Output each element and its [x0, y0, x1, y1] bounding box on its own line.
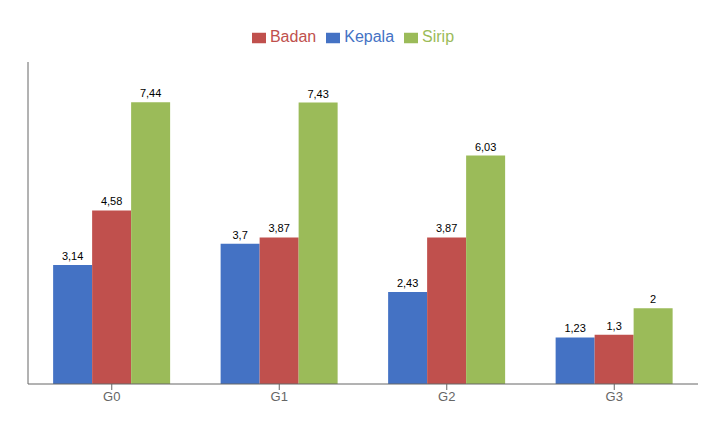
svg-text:1,23: 1,23 — [564, 322, 585, 334]
svg-text:3,87: 3,87 — [268, 222, 289, 234]
svg-text:7,44: 7,44 — [140, 87, 161, 99]
svg-text:2,43: 2,43 — [397, 277, 418, 289]
svg-text:3,7: 3,7 — [232, 229, 247, 241]
svg-text:G2: G2 — [438, 389, 455, 404]
svg-text:G1: G1 — [271, 389, 288, 404]
html-text:Kepala: Kepala — [344, 28, 394, 45]
svg-text:4,58: 4,58 — [101, 195, 122, 207]
svg-text:6,03: 6,03 — [475, 141, 496, 153]
svg-text:7,43: 7,43 — [307, 88, 328, 100]
svg-text:1,3: 1,3 — [606, 320, 621, 332]
svg-text:3,87: 3,87 — [436, 222, 457, 234]
svg-text:3,14: 3,14 — [62, 250, 83, 262]
html-text:Sirip: Sirip — [422, 28, 454, 45]
html-text:Badan: Badan — [269, 28, 317, 45]
svg-text:2: 2 — [650, 293, 656, 305]
svg-text:G3: G3 — [606, 389, 623, 404]
svg-text:G0: G0 — [103, 389, 120, 404]
